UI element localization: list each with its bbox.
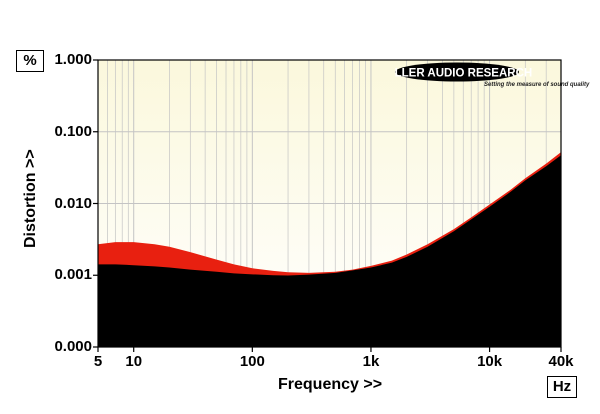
x-tick-label: 10k [477, 353, 503, 370]
series-area-2 [98, 155, 561, 347]
series-areas [98, 152, 561, 347]
axis-ticks [93, 59, 562, 352]
y-tick-label: 0.000 [54, 338, 92, 355]
y-tick-label: 0.010 [54, 194, 92, 212]
y-unit-label: % [16, 50, 44, 72]
logo-tagline: Setting the measure of sound quality [484, 82, 590, 88]
plot-frame [97, 59, 562, 348]
x-axis-label: Frequency >> [278, 376, 383, 393]
x-tick-label: 5 [93, 353, 103, 370]
x-tick-label: 10 [125, 353, 143, 370]
y-tick-label: 0.100 [54, 122, 92, 140]
y-tick-label: 0.001 [54, 266, 92, 284]
miller-audio-research-logo: MILLER AUDIO RESEARCH [395, 62, 532, 82]
logo-text-left: MILLER AUDIO RESEARCH [395, 68, 532, 80]
x-unit-label: Hz [547, 376, 577, 398]
x-tick-label: 1k [362, 353, 380, 370]
x-tick-label: 40k [548, 353, 574, 370]
x-tick-label: 100 [239, 353, 265, 370]
y-tick-label: 1.000 [54, 51, 92, 68]
